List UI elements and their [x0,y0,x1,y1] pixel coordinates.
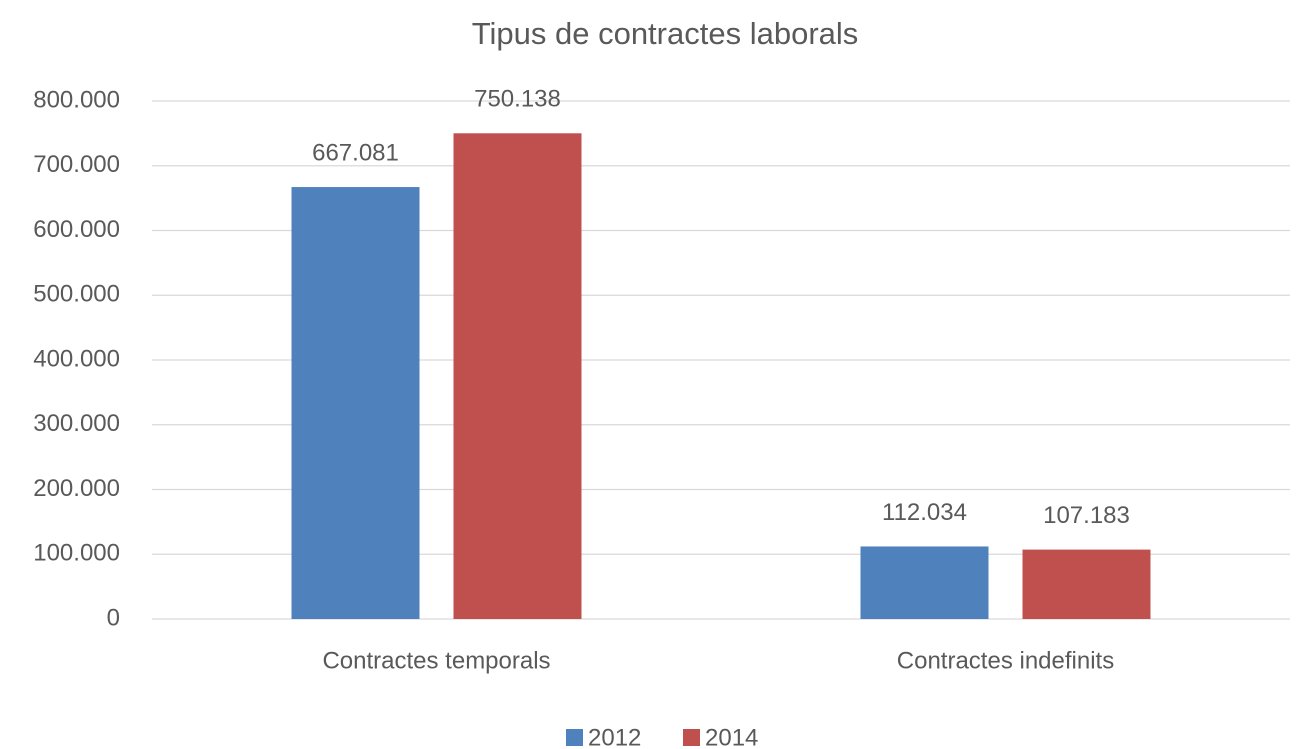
bar [1022,549,1151,619]
y-tick-label: 200.000 [33,475,120,502]
x-tick-label: Contractes temporals [322,647,550,674]
legend-label: 2012 [588,724,641,749]
y-tick-label: 0 [107,604,120,631]
bar [860,546,989,619]
y-tick-label: 600.000 [33,216,120,243]
y-tick-label: 700.000 [33,151,120,178]
bar [291,187,420,619]
data-label: 107.183 [1043,502,1130,529]
legend-swatch [566,729,583,746]
y-tick-label: 300.000 [33,410,120,437]
data-label: 667.081 [312,139,399,166]
bar [453,133,582,619]
data-label: 750.138 [474,86,561,113]
x-tick-label: Contractes indefinits [897,647,1114,674]
y-tick-label: 800.000 [33,86,120,113]
legend-swatch [683,729,700,746]
y-tick-label: 100.000 [33,540,120,567]
y-tick-label: 400.000 [33,345,120,372]
data-label: 112.034 [882,499,967,526]
legend-label: 2014 [705,724,758,749]
chart-title: Tipus de contractes laborals [472,16,859,51]
y-tick-label: 500.000 [33,281,120,308]
